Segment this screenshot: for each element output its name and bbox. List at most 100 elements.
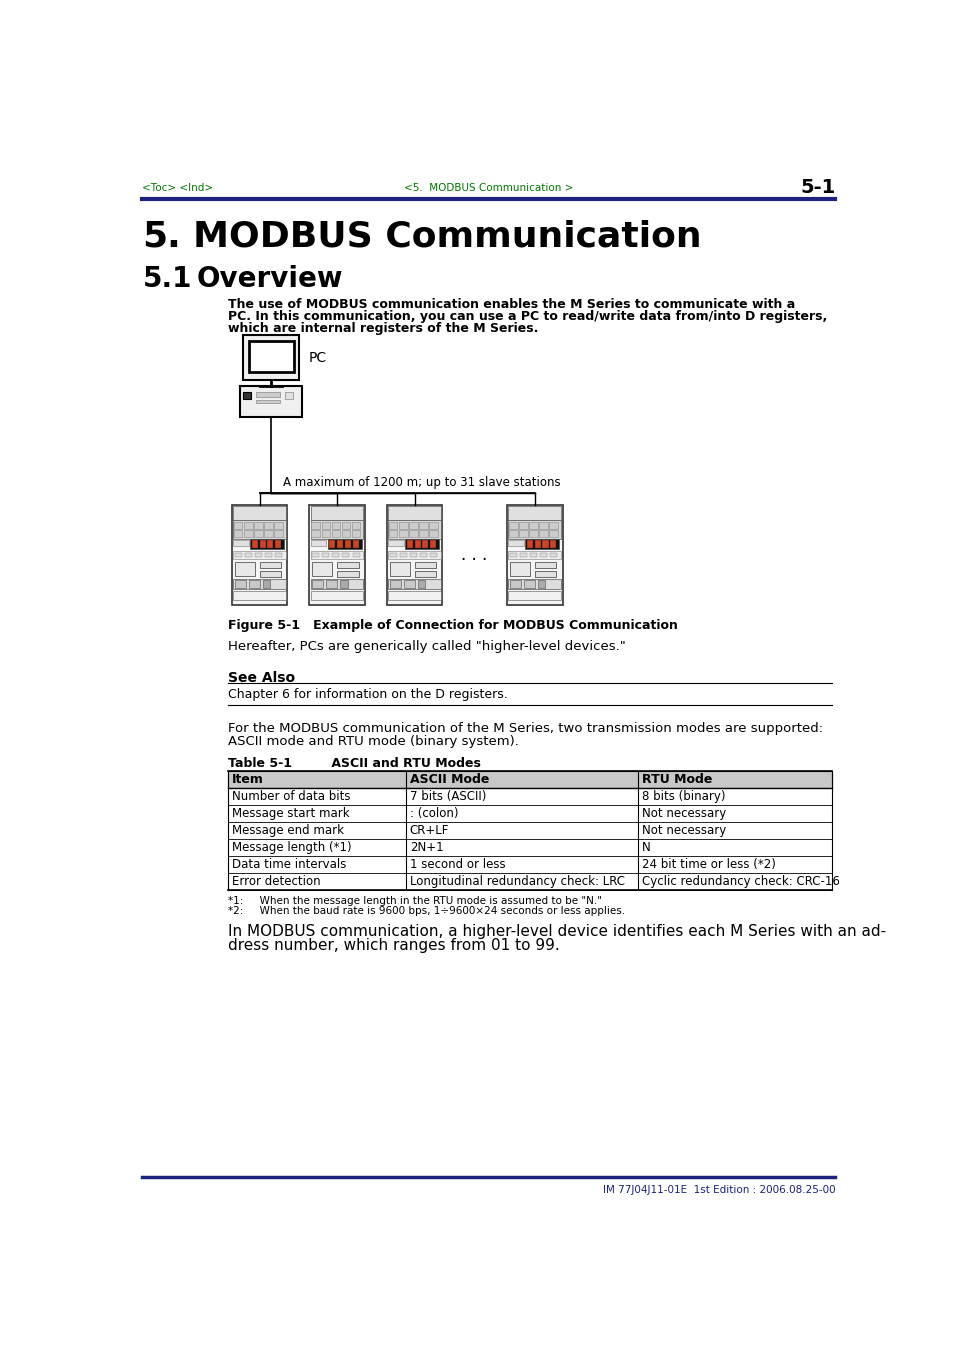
Bar [530, 553, 537, 557]
Bar [389, 530, 397, 538]
Bar [508, 578, 560, 589]
Bar [418, 521, 427, 528]
Bar [250, 539, 284, 550]
Text: PC: PC [308, 351, 326, 366]
Text: Cyclic redundancy check: CRC-16: Cyclic redundancy check: CRC-16 [641, 875, 840, 888]
Bar [518, 521, 527, 528]
Bar [549, 530, 558, 538]
Bar [228, 788, 831, 805]
Bar [233, 521, 242, 528]
Bar [262, 580, 270, 588]
Bar [311, 520, 363, 539]
Bar [336, 571, 358, 577]
Text: IM 77J04J11-01E  1st Edition : 2006.08.25-00: IM 77J04J11-01E 1st Edition : 2006.08.25… [602, 1185, 835, 1194]
Text: The use of MODBUS communication enables the M Series to communicate with a: The use of MODBUS communication enables … [228, 297, 794, 311]
Text: <Toc> <Ind>: <Toc> <Ind> [142, 182, 213, 193]
Text: MODBUS Communication: MODBUS Communication [193, 220, 700, 254]
Bar [274, 521, 282, 528]
Text: A maximum of 1200 m; up to 31 slave stations: A maximum of 1200 m; up to 31 slave stat… [282, 477, 559, 489]
Bar [525, 539, 558, 550]
Bar [322, 553, 329, 557]
Bar [509, 562, 530, 576]
Bar [523, 580, 534, 588]
Bar [312, 562, 332, 576]
Bar [526, 540, 533, 549]
Bar [509, 521, 517, 528]
Bar [409, 521, 417, 528]
Bar [508, 507, 560, 520]
Bar [228, 821, 831, 839]
Bar [430, 553, 436, 557]
Bar [312, 580, 323, 588]
Bar [243, 335, 298, 380]
Bar [390, 562, 410, 576]
Bar [233, 590, 286, 600]
Text: 5.: 5. [142, 220, 181, 254]
Bar [244, 521, 253, 528]
Bar [534, 562, 556, 567]
Bar [429, 530, 437, 538]
Bar [508, 540, 523, 546]
Bar [415, 540, 420, 549]
Bar [550, 553, 557, 557]
Bar [352, 521, 360, 528]
Text: Not necessary: Not necessary [641, 824, 726, 838]
Text: N: N [641, 840, 651, 854]
Text: For the MODBUS communication of the M Series, two transmission modes are support: For the MODBUS communication of the M Se… [228, 721, 822, 735]
Bar [311, 521, 319, 528]
Bar [233, 520, 286, 539]
Bar [386, 505, 442, 605]
Text: *1:     When the message length in the RTU mode is assumed to be "N.": *1: When the message length in the RTU m… [228, 896, 601, 907]
Bar [406, 540, 413, 549]
Text: Chapter 6 for information on the D registers.: Chapter 6 for information on the D regis… [228, 688, 507, 701]
Text: See Also: See Also [228, 671, 294, 685]
Bar [233, 540, 249, 546]
Bar [265, 553, 272, 557]
Bar [309, 505, 365, 605]
Bar [228, 805, 831, 821]
Text: Overview: Overview [196, 265, 343, 293]
Bar [329, 540, 335, 549]
Bar [336, 540, 343, 549]
Bar [538, 521, 547, 528]
Bar [321, 530, 330, 538]
Bar [326, 580, 336, 588]
Bar [253, 521, 262, 528]
Bar [341, 521, 350, 528]
Bar [388, 551, 440, 559]
Bar [542, 540, 548, 549]
Bar [254, 553, 261, 557]
Bar [344, 540, 351, 549]
Bar [244, 530, 253, 538]
Bar [252, 540, 257, 549]
Text: ASCII mode and RTU mode (binary system).: ASCII mode and RTU mode (binary system). [228, 735, 518, 748]
Bar [332, 553, 339, 557]
Text: In MODBUS communication, a higher-level device identifies each M Series with an : In MODBUS communication, a higher-level … [228, 924, 885, 939]
Bar [519, 553, 526, 557]
Text: Hereafter, PCs are generically called "higher-level devices.": Hereafter, PCs are generically called "h… [228, 640, 625, 654]
Bar [233, 530, 242, 538]
Bar [233, 551, 286, 559]
Bar [410, 553, 416, 557]
Bar [340, 580, 348, 588]
Bar [388, 578, 440, 589]
Bar [240, 386, 302, 417]
Bar [255, 392, 280, 397]
Bar [264, 530, 273, 538]
Text: Figure 5-1   Example of Connection for MODBUS Communication: Figure 5-1 Example of Connection for MOD… [228, 619, 677, 632]
Bar [509, 553, 517, 557]
Bar [259, 540, 266, 549]
Bar [539, 553, 546, 557]
Bar [232, 505, 287, 605]
Bar [409, 530, 417, 538]
Text: ASCII Mode: ASCII Mode [410, 773, 489, 786]
Bar [336, 562, 358, 567]
Bar [253, 530, 262, 538]
Bar [233, 578, 286, 589]
Text: 24 bit time or less (*2): 24 bit time or less (*2) [641, 858, 776, 871]
Bar [419, 553, 427, 557]
Text: . . .: . . . [460, 546, 487, 563]
Bar [429, 521, 437, 528]
Bar [274, 530, 282, 538]
Bar [342, 553, 349, 557]
